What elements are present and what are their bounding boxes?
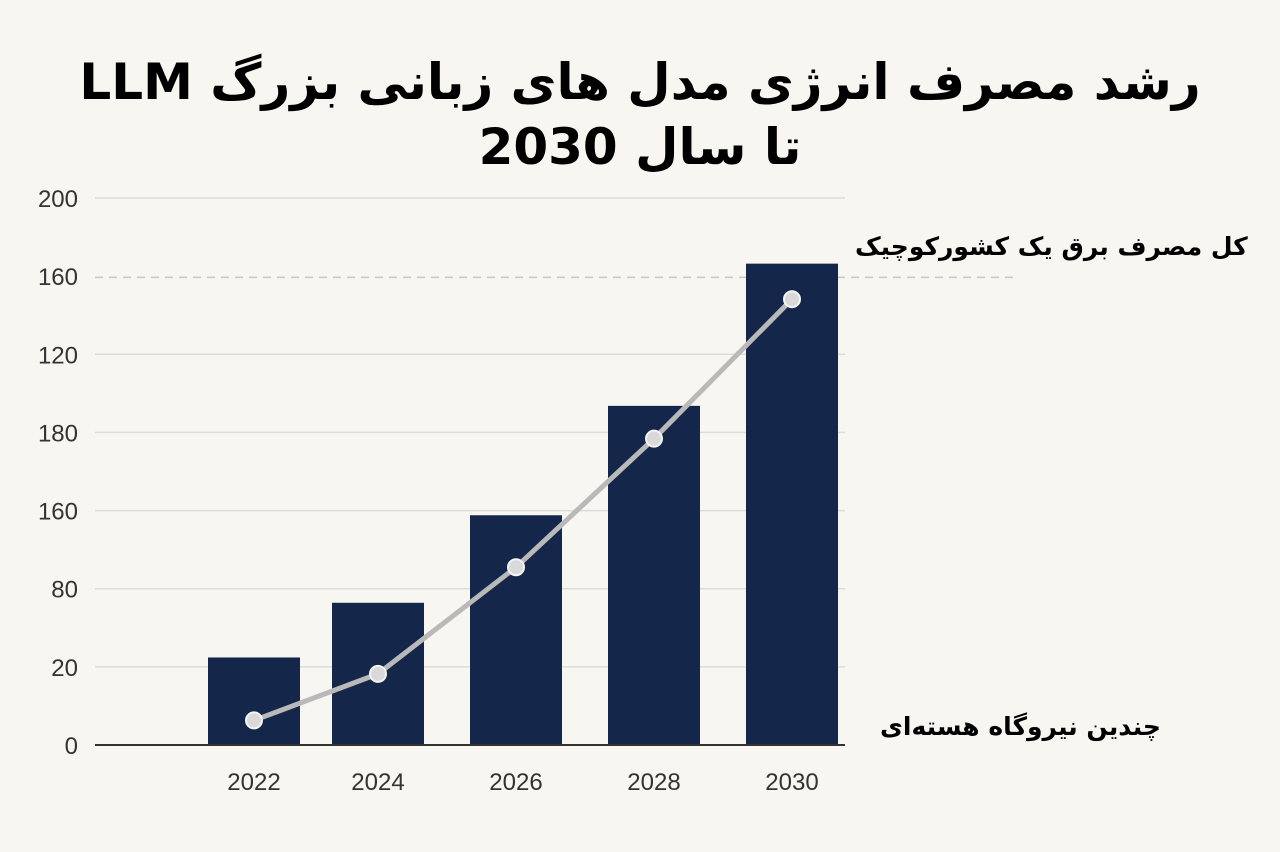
line-point-2026	[507, 558, 525, 577]
x-tick-label: 2024	[351, 769, 404, 796]
annotation-nuclear-plants: چندین نیروگاه هسته‌ای	[880, 712, 1161, 741]
line-point-2030	[783, 290, 801, 309]
y-tick-label: 20	[51, 655, 78, 682]
chart-title: رشد مصرف انرژی مدل های زبانی بزرگ LLM	[79, 53, 1201, 111]
line-point-2022	[245, 711, 263, 730]
bar-2022	[208, 657, 300, 745]
line-point-2024	[369, 664, 387, 683]
y-tick-label: 180	[38, 420, 78, 447]
bar-2030	[746, 263, 838, 745]
bar-2028	[608, 405, 700, 745]
y-tick-label: 80	[51, 577, 78, 604]
x-tick-label: 2022	[227, 769, 280, 796]
line-point-2028	[645, 429, 663, 448]
x-tick-label: 2026	[489, 769, 542, 796]
chart-subtitle: تا سال 2030	[478, 118, 802, 176]
x-tick-label: 2030	[765, 769, 818, 796]
y-tick-label: 200	[38, 186, 78, 213]
y-tick-label: 0	[65, 733, 78, 760]
y-tick-label: 120	[38, 342, 78, 369]
reference-line-label: کل مصرف برق یک کشورکوچیک	[855, 232, 1248, 261]
x-tick-label: 2028	[627, 769, 680, 796]
bar-2026	[470, 515, 562, 745]
y-tick-label: 160	[38, 264, 78, 291]
y-tick-label: 160	[38, 499, 78, 526]
